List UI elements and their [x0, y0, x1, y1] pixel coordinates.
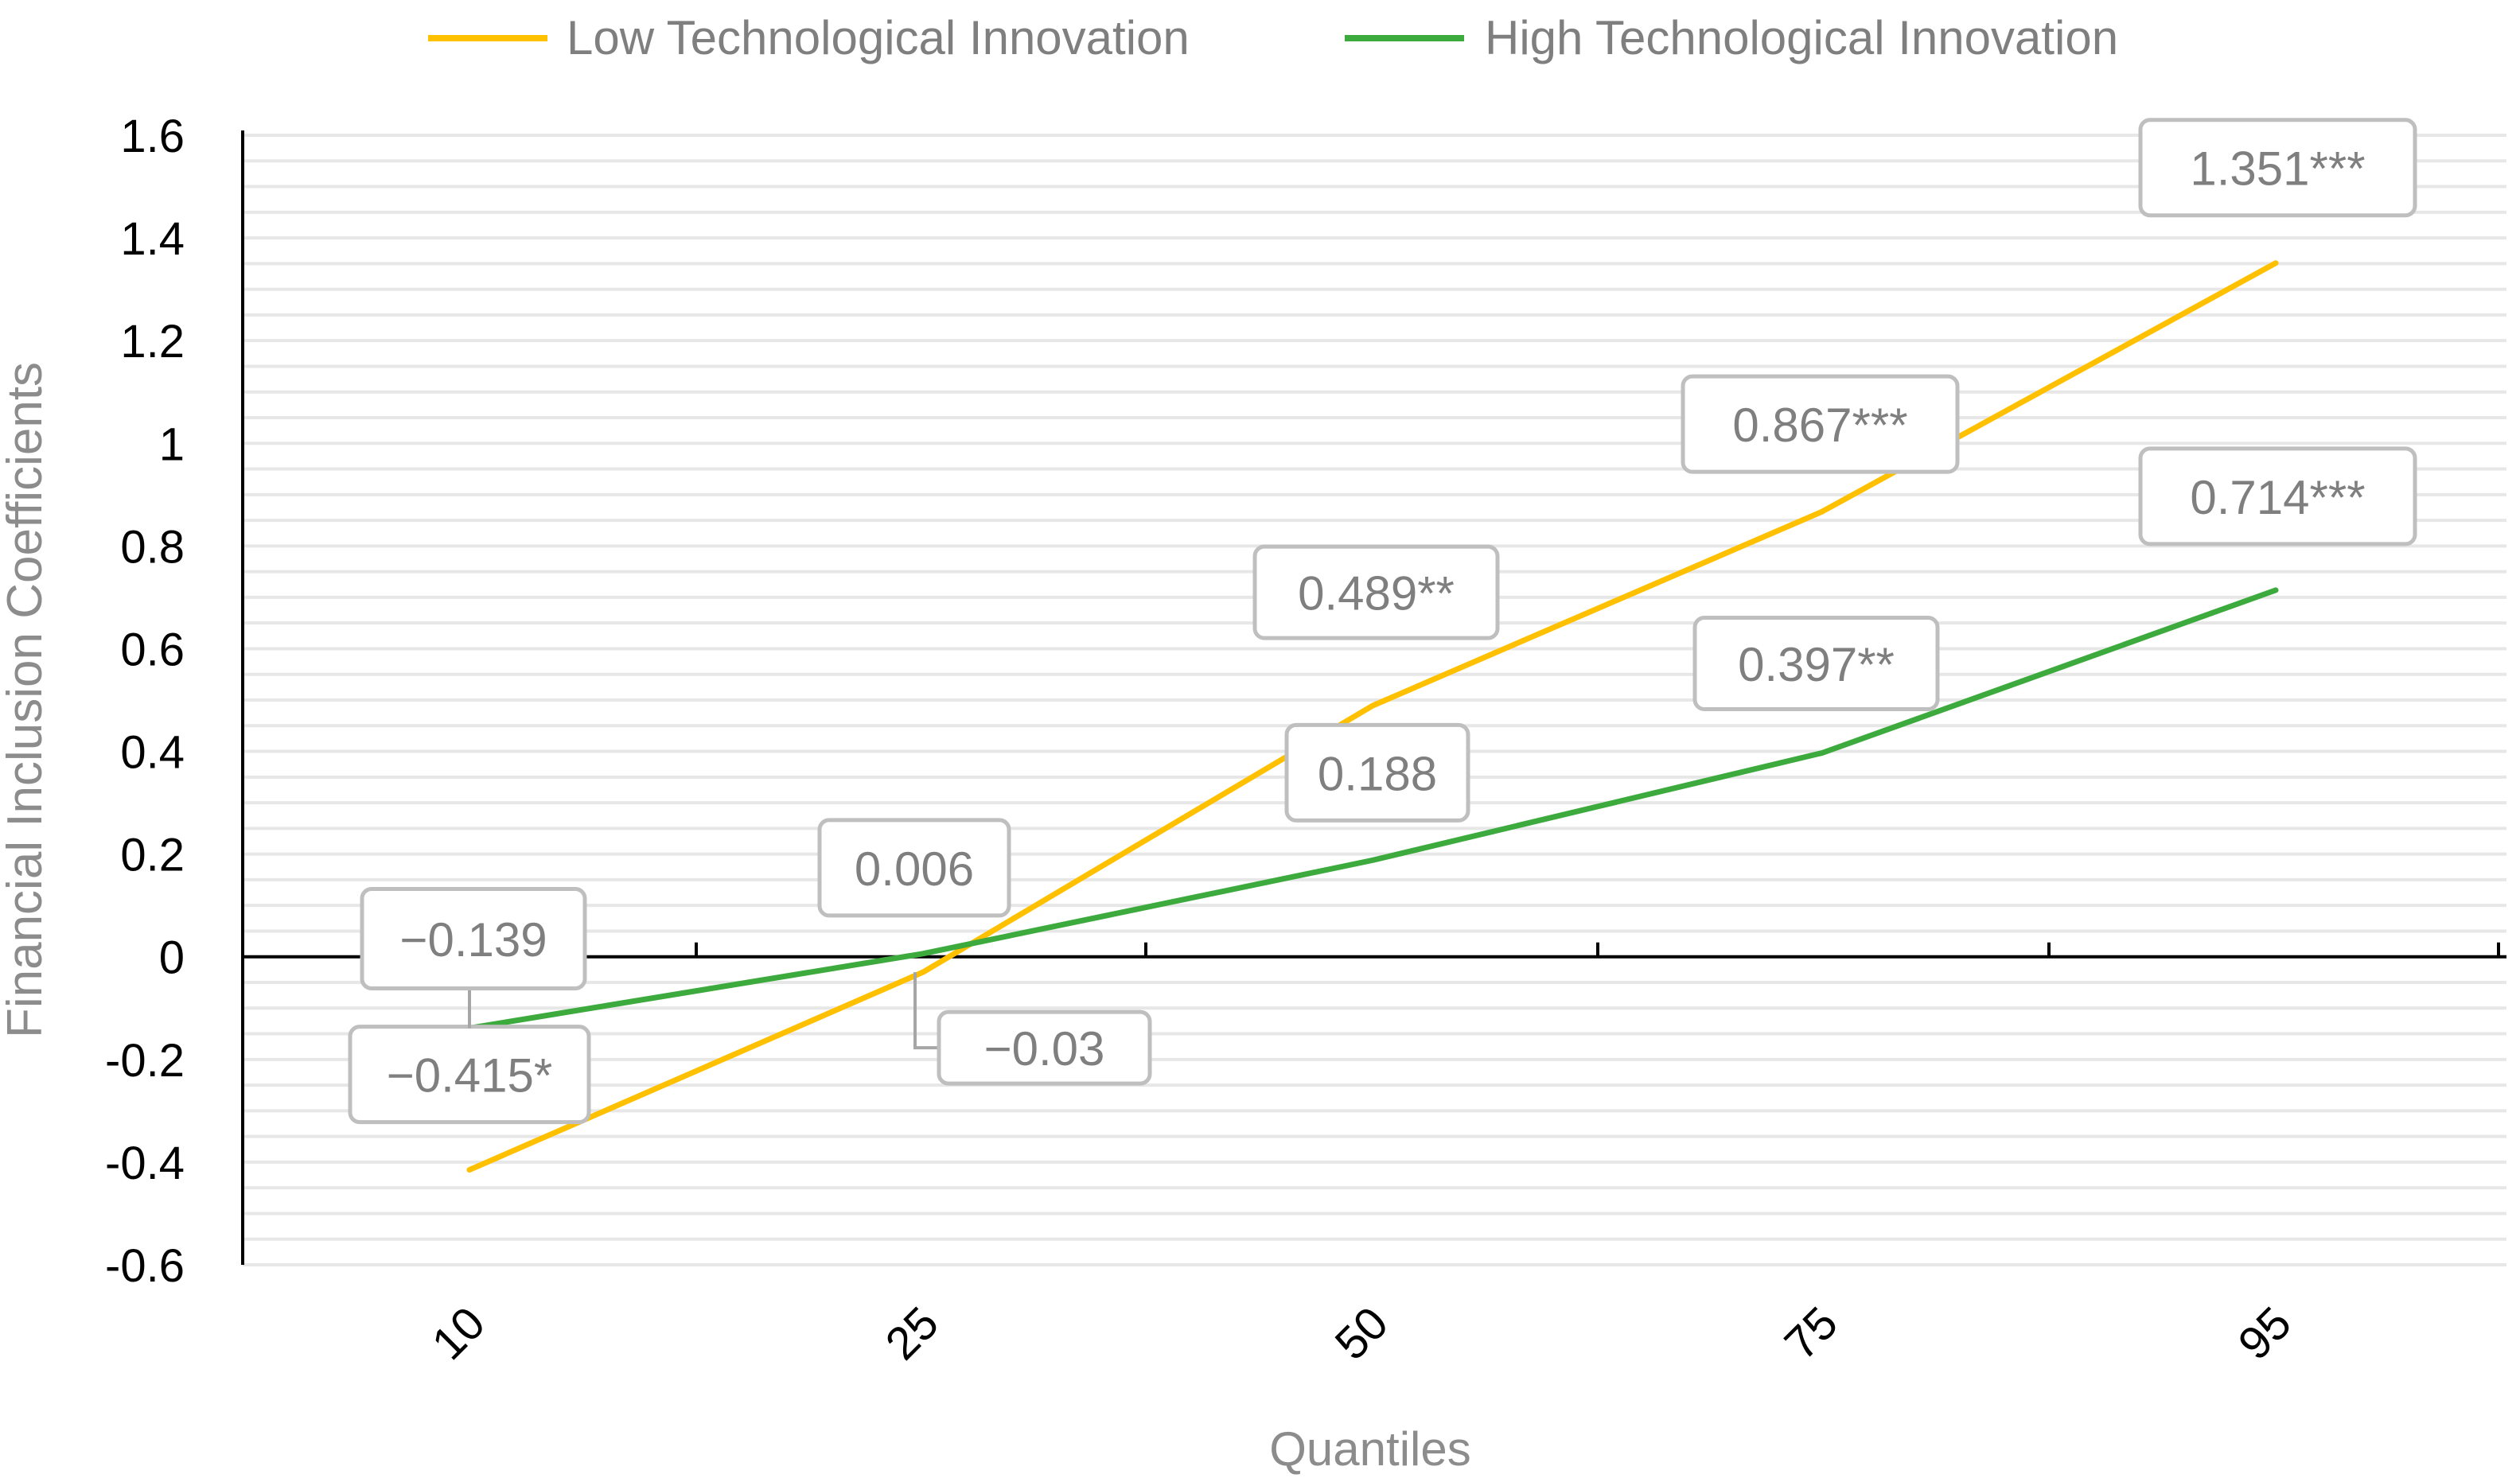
data-label: 0.489** — [1298, 567, 1455, 620]
y-tick-label: -0.4 — [105, 1138, 185, 1189]
y-tick-label: 0.4 — [120, 727, 185, 779]
data-label-box — [2138, 118, 2417, 218]
legend: Low Technological Innovation High Technol… — [428, 11, 2118, 64]
y-axis-title: Financial Inclusion Coefficients — [0, 362, 53, 1038]
y-tick-label: -0.2 — [105, 1035, 185, 1087]
x-tick-label: 25 — [875, 1297, 948, 1370]
data-label: 0.006 — [855, 842, 974, 896]
y-tick-label: 0.2 — [120, 830, 185, 881]
x-axis-title: Quantiles — [1269, 1422, 1470, 1476]
legend-label: Low Technological Innovation — [567, 11, 1190, 64]
x-tick-label: 75 — [1774, 1297, 1848, 1370]
y-tick-label: -0.6 — [105, 1240, 185, 1292]
data-labels: −0.415* −0.03 0.489** 0.867*** 1.351*** −0.13… — [348, 118, 2417, 1125]
data-label: −0.03 — [984, 1022, 1105, 1076]
data-label: 0.867*** — [1732, 399, 1907, 452]
data-label-box — [360, 886, 587, 990]
data-label: 0.188 — [1318, 747, 1437, 800]
y-tick-label: 1.6 — [120, 111, 185, 162]
series-lines — [466, 260, 2279, 1173]
data-label: −0.415* — [387, 1049, 553, 1103]
data-label: 0.397** — [1738, 638, 1895, 691]
y-tick-label: 0.6 — [120, 624, 185, 675]
legend-label: High Technological Innovation — [1485, 11, 2118, 64]
x-tick-label: 95 — [2228, 1297, 2301, 1370]
y-tick-label: 1.4 — [120, 213, 185, 265]
y-tick-label: 1 — [159, 418, 185, 470]
x-tick-label: 50 — [1325, 1297, 1398, 1370]
data-label-box — [1284, 722, 1470, 823]
data-label: 1.351*** — [2190, 142, 2365, 196]
data-label-box — [1252, 544, 1500, 640]
y-tick-label: 0.8 — [120, 521, 185, 573]
data-label-box — [817, 818, 1011, 918]
series-line-low — [466, 260, 2279, 1173]
label-leader-line — [913, 972, 939, 1050]
data-label-box — [937, 1009, 1152, 1086]
data-label: 0.714*** — [2190, 471, 2365, 524]
data-label-box — [1692, 615, 1940, 711]
data-label: −0.139 — [399, 913, 547, 967]
data-label-box — [2138, 446, 2417, 547]
data-label-box — [1681, 374, 1960, 474]
series-line-high — [466, 587, 2279, 1031]
x-tick-label: 10 — [422, 1297, 495, 1370]
y-tick-label: 0 — [159, 932, 185, 984]
y-tick-label: 1.2 — [120, 316, 185, 368]
